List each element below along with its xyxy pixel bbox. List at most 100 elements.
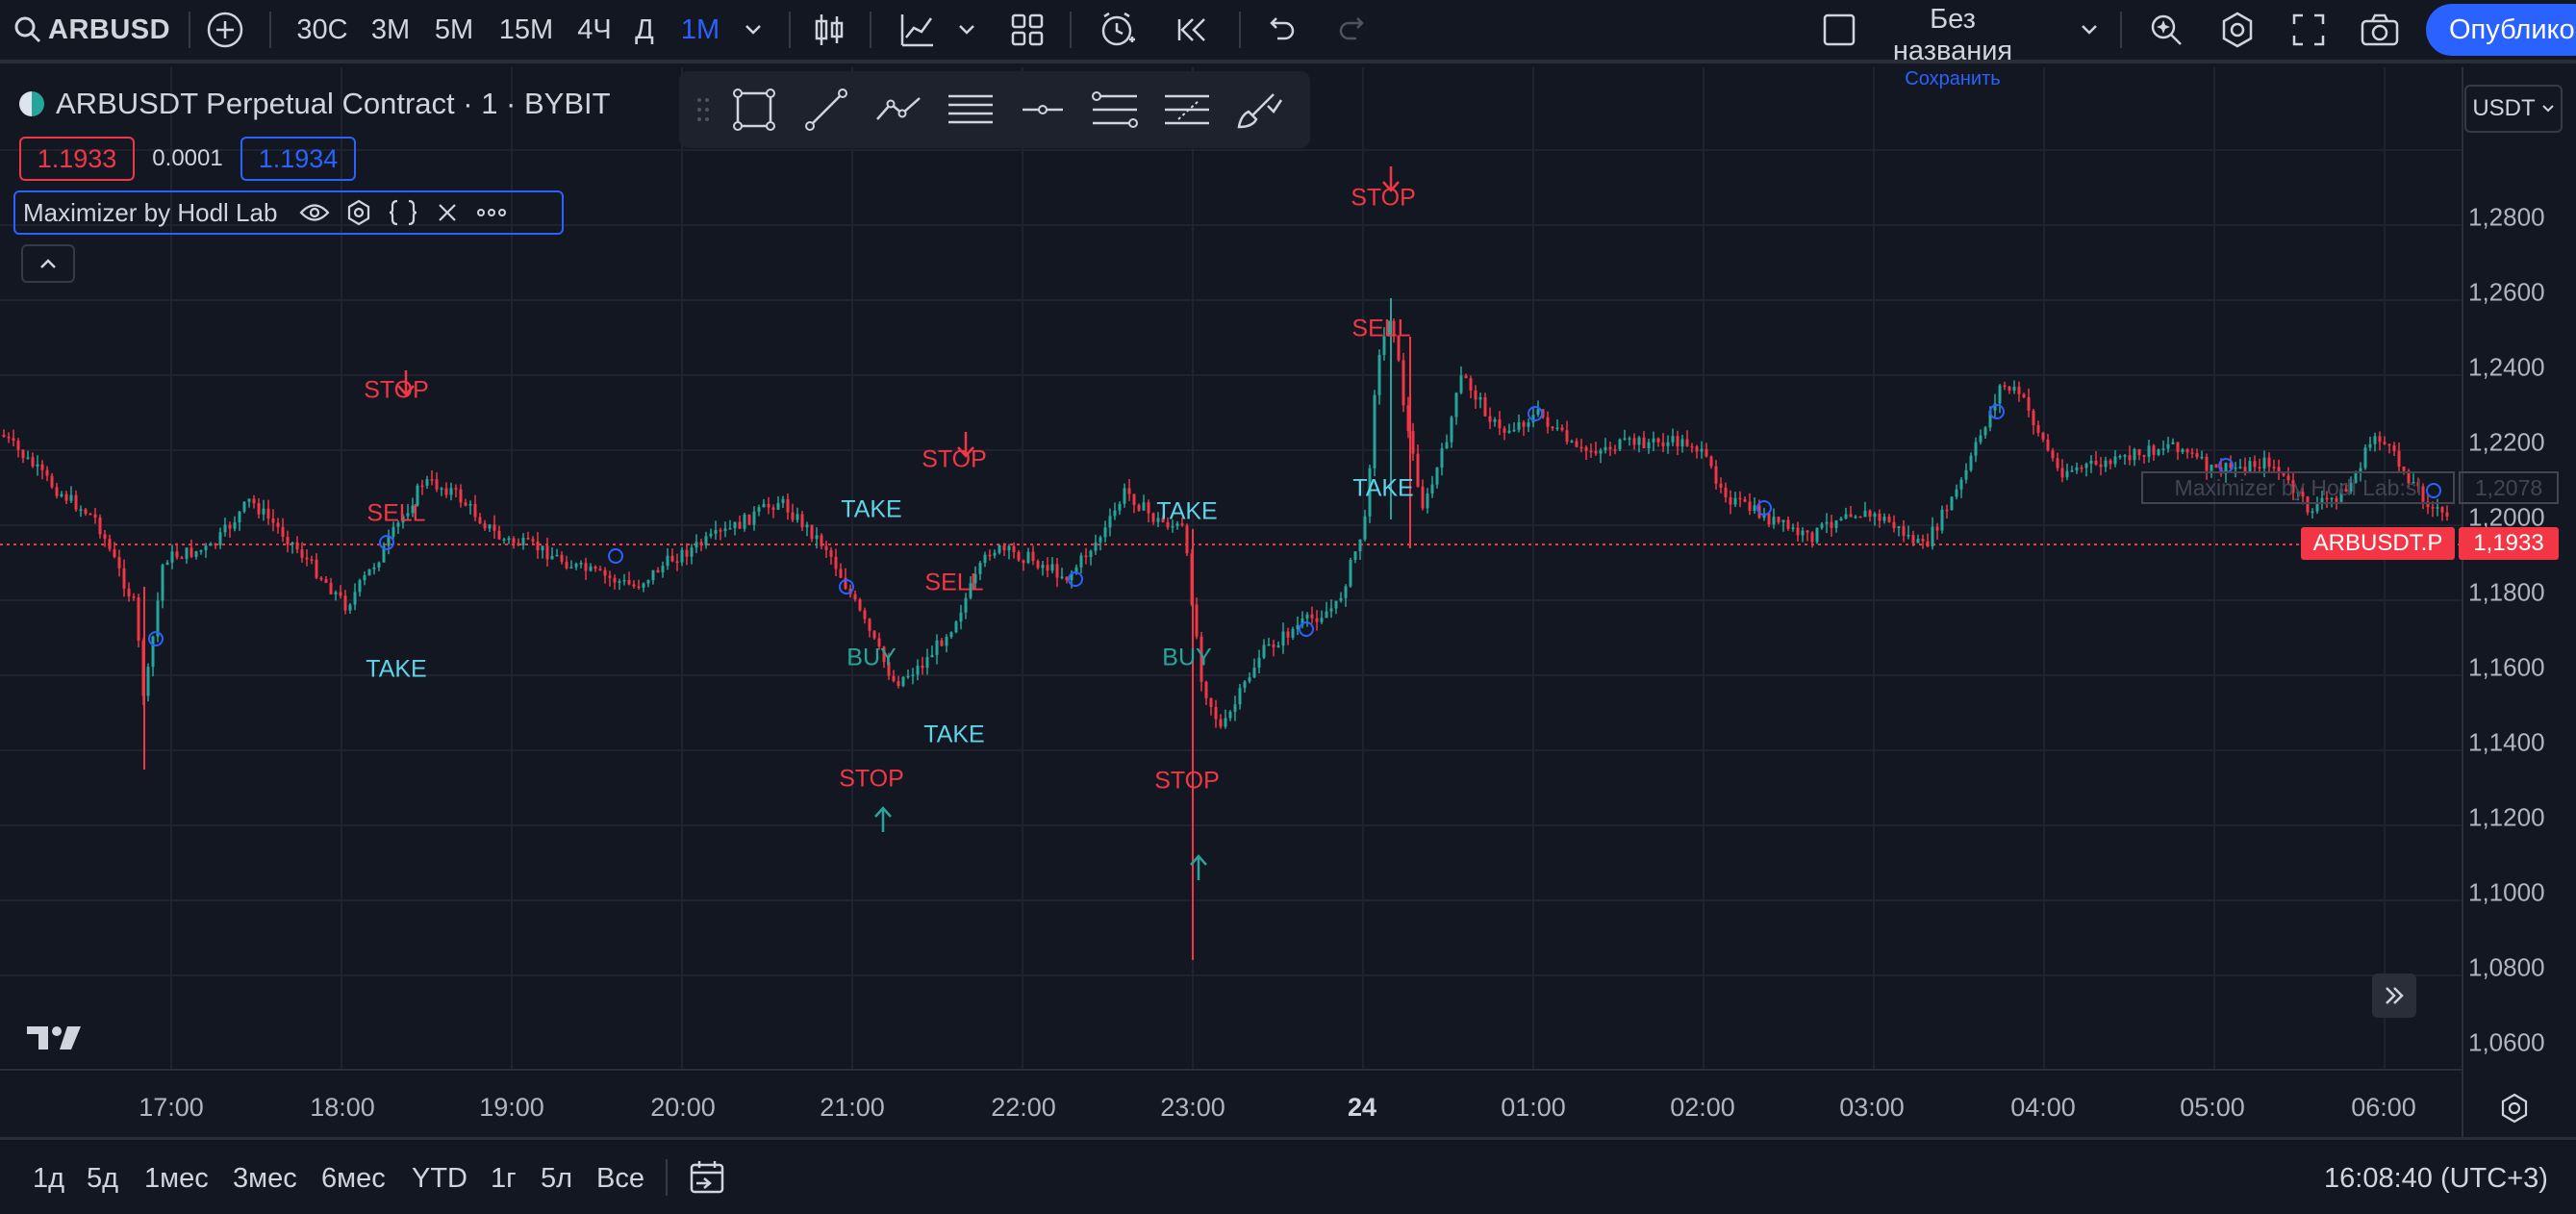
gear-icon [2222,12,2253,48]
layout-checkbox[interactable] [1820,0,1858,60]
interval-3m[interactable]: 3М [370,13,411,45]
time-tick: 02:00 [1670,1093,1735,1122]
candle-body [656,569,660,573]
interval-5m[interactable]: 5М [434,13,474,45]
rectangle-tool[interactable] [718,81,790,139]
camera-icon [2361,13,2399,46]
range-3m[interactable]: 3мес [233,1163,297,1194]
candle-body [589,566,593,571]
candle-body [709,533,713,537]
layout-dropdown[interactable] [2074,0,2105,60]
alert-button[interactable] [1093,0,1143,60]
range-5y[interactable]: 5л [541,1163,573,1194]
range-ytd[interactable]: YTD [412,1163,467,1194]
fullscreen-button[interactable] [2284,0,2334,60]
candle-body [757,507,761,512]
visibility-button[interactable] [298,196,331,229]
candle-body [978,563,982,574]
candle-body [233,522,237,529]
candle-body [2176,442,2180,452]
candle-body [122,568,126,589]
candle-body [2171,442,2175,444]
goto-date-button[interactable] [687,1157,727,1202]
candle-body [1041,565,1045,569]
range-1y[interactable]: 1г [491,1163,517,1194]
chart-type-button[interactable] [804,0,854,60]
scroll-to-realtime-button[interactable] [2372,974,2416,1018]
candle-body [983,554,987,564]
parallel-channel-tool[interactable] [934,81,1006,139]
range-1d[interactable]: 1д [33,1163,65,1194]
range-all[interactable]: Все [596,1163,644,1194]
collapse-legend-button[interactable] [21,244,75,283]
indicator-legend[interactable]: Maximizer by Hodl Lab [13,190,564,235]
candle-body [651,569,655,581]
chart-pane[interactable]: ARBUSDT Perpetual Contract · 1 · BYBIT 1… [0,67,2576,1137]
interval-d[interactable]: Д [635,13,654,45]
candle-body [1454,392,1458,417]
chart-legend-title[interactable]: ARBUSDT Perpetual Contract · 1 · BYBIT [19,87,611,121]
candle-body [1560,427,1564,431]
range-6m[interactable]: 6мес [321,1163,386,1194]
path-tool[interactable] [862,81,934,139]
interval-dropdown[interactable] [737,0,770,60]
layout-name[interactable]: Без названия Сохранить [1866,4,2039,90]
source-code-button[interactable] [387,196,419,229]
candle-body [1060,576,1064,578]
more-button[interactable] [475,196,508,229]
currency-select[interactable]: USDT [2464,85,2563,133]
replay-button[interactable] [1168,0,1218,60]
compare-button[interactable] [200,0,250,60]
trend-line-tool[interactable] [790,81,862,139]
candle-body [1257,657,1261,669]
drag-handle[interactable] [689,81,718,139]
layouts-button[interactable] [1002,0,1052,60]
buy-price-button[interactable]: 1.1934 [240,137,356,181]
redo-button[interactable] [1331,0,1376,60]
candle-body [1613,449,1617,451]
screenshot-button[interactable] [2355,0,2405,60]
candle-body [1632,438,1636,445]
candle-body [189,547,193,557]
range-1m[interactable]: 1мес [144,1163,209,1194]
candle-body [1738,497,1742,500]
interval-1m[interactable]: 1М [680,13,720,45]
candle-body [464,502,467,506]
symbol-search-button[interactable]: ARBUSD [13,0,170,60]
candle-body [2109,460,2112,465]
undo-button[interactable] [1258,0,1302,60]
stop-level-marker [1528,406,1543,421]
save-layout-link[interactable]: Сохранить [1905,68,2001,89]
candle-body [680,549,684,563]
interval-4h[interactable]: 4Ч [577,13,612,45]
candle-body [911,674,915,676]
clock-timezone[interactable]: 16:08:40 (UTC+3) [2324,1163,2548,1194]
price-chart[interactable] [0,67,2576,1137]
sell-price-button[interactable]: 1.1933 [19,137,135,181]
indicators-button[interactable] [893,0,943,60]
interval-30s[interactable]: 30С [296,13,348,45]
candle-body [2084,464,2088,468]
axis-settings-button[interactable] [2499,1093,2530,1128]
candle-body [175,551,179,558]
brush-tool[interactable] [1223,81,1295,139]
indicators-dropdown[interactable] [954,0,979,60]
settings-button[interactable] [2212,0,2262,60]
horizontal-line-tool[interactable] [1006,81,1078,139]
quick-search-button[interactable] [2141,0,2191,60]
interval-15m[interactable]: 15М [498,13,554,45]
divider [1070,12,1072,48]
publish-button[interactable]: Опублико [2426,4,2576,56]
range-5d[interactable]: 5д [87,1163,119,1194]
candle-body [1974,442,1978,456]
tradingview-logo[interactable] [25,1020,85,1063]
candle-body [584,563,588,571]
fib-tool[interactable] [1078,81,1150,139]
candle-body [108,539,112,549]
long-position-tool[interactable] [1150,81,1223,139]
indicator-settings-button[interactable] [342,196,375,229]
candle-body [1796,527,1800,536]
remove-indicator-button[interactable] [431,196,464,229]
candle-body [1334,600,1338,609]
candle-body [622,579,626,582]
